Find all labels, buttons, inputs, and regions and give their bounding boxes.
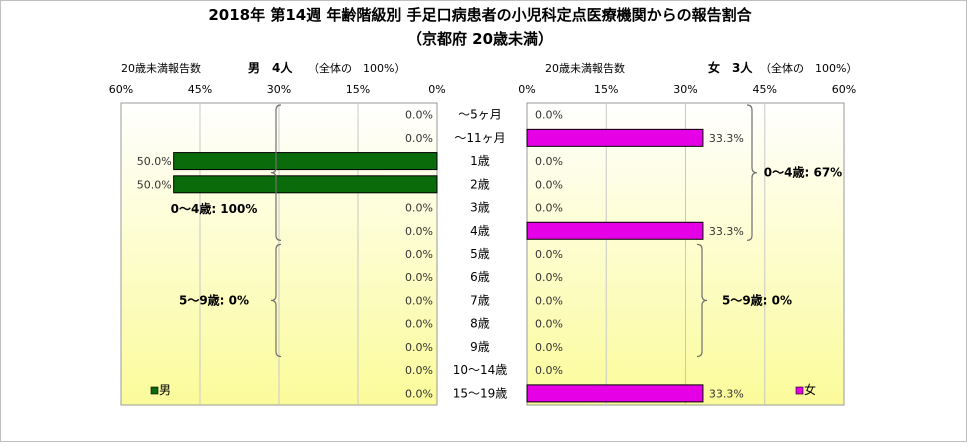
- female-value-label: 0.0%: [535, 202, 563, 215]
- female-value-label: 0.0%: [535, 364, 563, 377]
- female-bracket-0-4: [746, 104, 758, 241]
- male-tick-label: 45%: [188, 83, 212, 96]
- male-tick-label: 60%: [109, 83, 133, 96]
- male-value-label: 0.0%: [405, 248, 433, 261]
- female-value-label: 0.0%: [535, 341, 563, 354]
- age-category-label: 9歳: [470, 340, 490, 354]
- male-bracket-0-4: [270, 104, 282, 241]
- female-value-label: 33.3%: [709, 132, 744, 145]
- female-legend-swatch: [795, 386, 804, 395]
- age-category-label: 6歳: [470, 270, 490, 284]
- age-category-label: ～11ヶ月: [454, 131, 505, 145]
- age-category-label: 15～19歳: [453, 386, 508, 400]
- age-category-label: ～5ヶ月: [458, 108, 502, 122]
- age-category-label: 10～14歳: [453, 363, 508, 377]
- male-value-label: 50.0%: [137, 178, 172, 191]
- female-tick-label: 0%: [518, 83, 535, 96]
- age-category-label: 4歳: [470, 224, 490, 238]
- male-value-label: 0.0%: [405, 294, 433, 307]
- male-value-label: 0.0%: [405, 364, 433, 377]
- male-value-label: 0.0%: [405, 318, 433, 331]
- male-group-label-5-9: 5～9歳: 0%: [179, 292, 249, 307]
- male-value-label: 0.0%: [405, 387, 433, 400]
- male-value-label: 0.0%: [405, 132, 433, 145]
- male-group-label-0-4: 0～4歳: 100%: [171, 201, 258, 216]
- female-bar: [526, 128, 704, 147]
- female-group-label-5-9: 5～9歳: 0%: [722, 292, 792, 307]
- chart-title-line2: （京都府 20歳未満）: [407, 30, 553, 48]
- female-header-count-label: 20歳未満報告数: [545, 62, 625, 75]
- male-bar: [173, 175, 438, 194]
- female-group-label-0-4: 0～4歳: 67%: [764, 165, 842, 180]
- age-category-label: 7歳: [470, 293, 490, 307]
- female-bar: [526, 221, 704, 240]
- male-tick-label: 0%: [428, 83, 445, 96]
- female-tick-label: 60%: [832, 83, 856, 96]
- male-bracket-5-9: [270, 243, 282, 358]
- male-value-label: 0.0%: [405, 225, 433, 238]
- male-legend-swatch: [150, 386, 159, 395]
- chart-title-line1: 2018年 第14週 年齢階級別 手足口病患者の小児科定点医療機関からの報告割合: [208, 6, 752, 24]
- female-bar: [526, 384, 704, 403]
- female-tick-label: 45%: [753, 83, 777, 96]
- male-tick-label: 30%: [267, 83, 291, 96]
- age-category-label: 3歳: [470, 201, 490, 215]
- male-value-label: 0.0%: [405, 109, 433, 122]
- female-value-label: 0.0%: [535, 271, 563, 284]
- female-value-label: 0.0%: [535, 178, 563, 191]
- female-value-label: 0.0%: [535, 109, 563, 122]
- male-bar: [173, 152, 438, 171]
- male-header-count-label: 20歳未満報告数: [121, 62, 201, 75]
- female-value-label: 0.0%: [535, 318, 563, 331]
- male-value-label: 50.0%: [137, 155, 172, 168]
- male-value-label: 0.0%: [405, 271, 433, 284]
- female-header-series: 女 3人: [708, 60, 753, 75]
- female-header-note: （全体の 100%）: [760, 61, 857, 75]
- female-value-label: 0.0%: [535, 294, 563, 307]
- age-category-label: 5歳: [470, 247, 490, 261]
- female-value-label: 0.0%: [535, 155, 563, 168]
- female-tick-label: 15%: [594, 83, 618, 96]
- age-category-label: 2歳: [470, 177, 490, 191]
- male-value-label: 0.0%: [405, 202, 433, 215]
- female-legend-label: 女: [804, 382, 816, 397]
- age-category-label: 1歳: [470, 154, 490, 168]
- male-header-note: （全体の 100%）: [308, 61, 405, 75]
- female-value-label: 0.0%: [535, 248, 563, 261]
- male-header-series: 男 4人: [248, 60, 293, 75]
- male-legend-label: 男: [159, 383, 171, 397]
- female-bracket-5-9: [696, 243, 708, 358]
- male-value-label: 0.0%: [405, 341, 433, 354]
- female-value-label: 33.3%: [709, 225, 744, 238]
- female-tick-label: 30%: [673, 83, 697, 96]
- male-tick-label: 15%: [346, 83, 370, 96]
- age-category-label: 8歳: [470, 317, 490, 331]
- female-value-label: 33.3%: [709, 387, 744, 400]
